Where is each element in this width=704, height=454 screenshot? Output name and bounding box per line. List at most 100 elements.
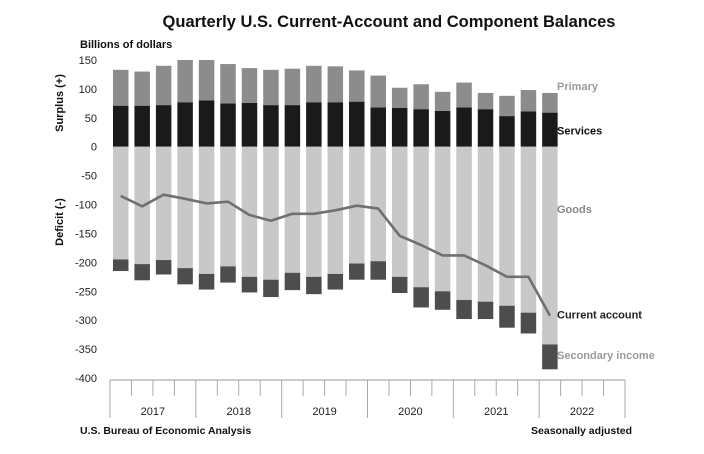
services-bar (263, 105, 279, 147)
y-tick-label: 0 (91, 142, 97, 154)
primary-bar (112, 69, 129, 106)
goods-bar (263, 146, 279, 280)
secondary-income-bar (284, 272, 301, 291)
secondary-income-bar (263, 279, 279, 298)
goods-bar (112, 146, 129, 260)
y-tick-label: -250 (75, 286, 97, 298)
goods-bar (284, 146, 301, 273)
secondary-income-bar (391, 276, 408, 294)
primary-bar (327, 66, 344, 103)
goods-bar (434, 146, 451, 292)
secondary-income-bar (370, 261, 386, 280)
services-bar (542, 112, 558, 147)
year-label: 2019 (312, 406, 336, 418)
goods-bar (456, 146, 472, 300)
goods-bar (499, 146, 515, 306)
goods-bar (177, 146, 193, 269)
y-tick-label: 100 (79, 84, 97, 96)
goods-label: Goods (557, 204, 592, 216)
primary-bar (220, 64, 236, 104)
primary-bar (177, 60, 193, 103)
goods-bar (306, 146, 322, 277)
primary-bar (391, 87, 408, 108)
secondary-income-bar (499, 305, 515, 328)
primary-bar (241, 68, 258, 103)
primary-bar (520, 90, 537, 112)
y-tick-label: -50 (81, 171, 97, 183)
services-bar (134, 105, 150, 147)
y-tick-label: -150 (75, 228, 97, 240)
bar-stacks (112, 60, 558, 370)
y-tick-label: -300 (75, 315, 97, 327)
services-label: Services (557, 126, 602, 138)
services-bar (434, 110, 451, 147)
current-account-label: Current account (557, 309, 642, 321)
services-bar (413, 109, 429, 147)
primary-bar (413, 84, 429, 110)
current-account-line-group (120, 193, 552, 317)
secondary-income-bar (434, 291, 451, 310)
y-tick-label: 150 (79, 55, 97, 67)
secondary-income-bar (198, 273, 215, 290)
y-label-surplus: Surplus (+) (54, 74, 66, 132)
services-bar (177, 102, 193, 147)
primary-label: Primary (557, 81, 599, 93)
goods-bar (413, 146, 429, 288)
services-bar (241, 102, 258, 147)
y-tick-label: -350 (75, 344, 97, 356)
secondary-income-bar (413, 287, 429, 308)
y-tick-label: -100 (75, 200, 97, 212)
primary-bar (155, 65, 172, 106)
goods-bar (391, 146, 408, 277)
note-label: Seasonally adjusted (531, 425, 632, 437)
services-bar (349, 101, 365, 147)
services-bar (284, 105, 301, 147)
goods-bar (155, 146, 172, 261)
source-label: U.S. Bureau of Economic Analysis (80, 425, 251, 437)
primary-bar (434, 91, 451, 111)
year-label: 2021 (484, 406, 508, 418)
secondary-income-bar (177, 268, 193, 285)
services-bar (456, 107, 472, 147)
primary-bar (349, 70, 365, 102)
services-bar (477, 109, 494, 147)
primary-bar (542, 92, 558, 113)
services-bar (306, 102, 322, 147)
secondary-income-bar (134, 264, 150, 281)
goods-bar (477, 146, 494, 302)
secondary-income-bar (112, 259, 129, 272)
services-bar (391, 107, 408, 147)
primary-bar (134, 71, 150, 106)
services-bar (198, 100, 215, 147)
secondary-income-bar (520, 312, 537, 334)
secondary-income-bar (327, 273, 344, 290)
x-axis: 2017 2018 2019 2020 2021 2022 (109, 379, 626, 418)
secondary-income-bar (542, 344, 558, 370)
secondary-income-bar (241, 276, 258, 293)
goods-bar (198, 146, 215, 274)
chart-title: Quarterly U.S. Current-Account and Compo… (163, 13, 616, 31)
y-unit-label: Billions of dollars (80, 39, 172, 51)
services-bar (155, 105, 172, 147)
services-bar (499, 116, 515, 147)
secondary-income-label: Secondary income (557, 350, 655, 362)
services-bar (220, 103, 236, 147)
goods-bar (241, 146, 258, 277)
secondary-income-bar (456, 299, 472, 320)
secondary-income-bar (477, 301, 494, 320)
current-account-line (120, 193, 552, 317)
primary-bar (477, 92, 494, 110)
primary-bar (198, 60, 215, 101)
year-label: 2022 (570, 406, 594, 418)
services-bar (370, 107, 386, 147)
secondary-income-bar (306, 276, 322, 295)
goods-bar (542, 146, 558, 345)
services-bar (520, 111, 537, 147)
y-tick-label: 50 (85, 113, 97, 125)
goods-bar (220, 146, 236, 267)
secondary-income-bar (155, 260, 172, 275)
services-bar (327, 102, 344, 147)
y-tick-label: -400 (75, 373, 97, 385)
primary-bar (284, 68, 301, 106)
